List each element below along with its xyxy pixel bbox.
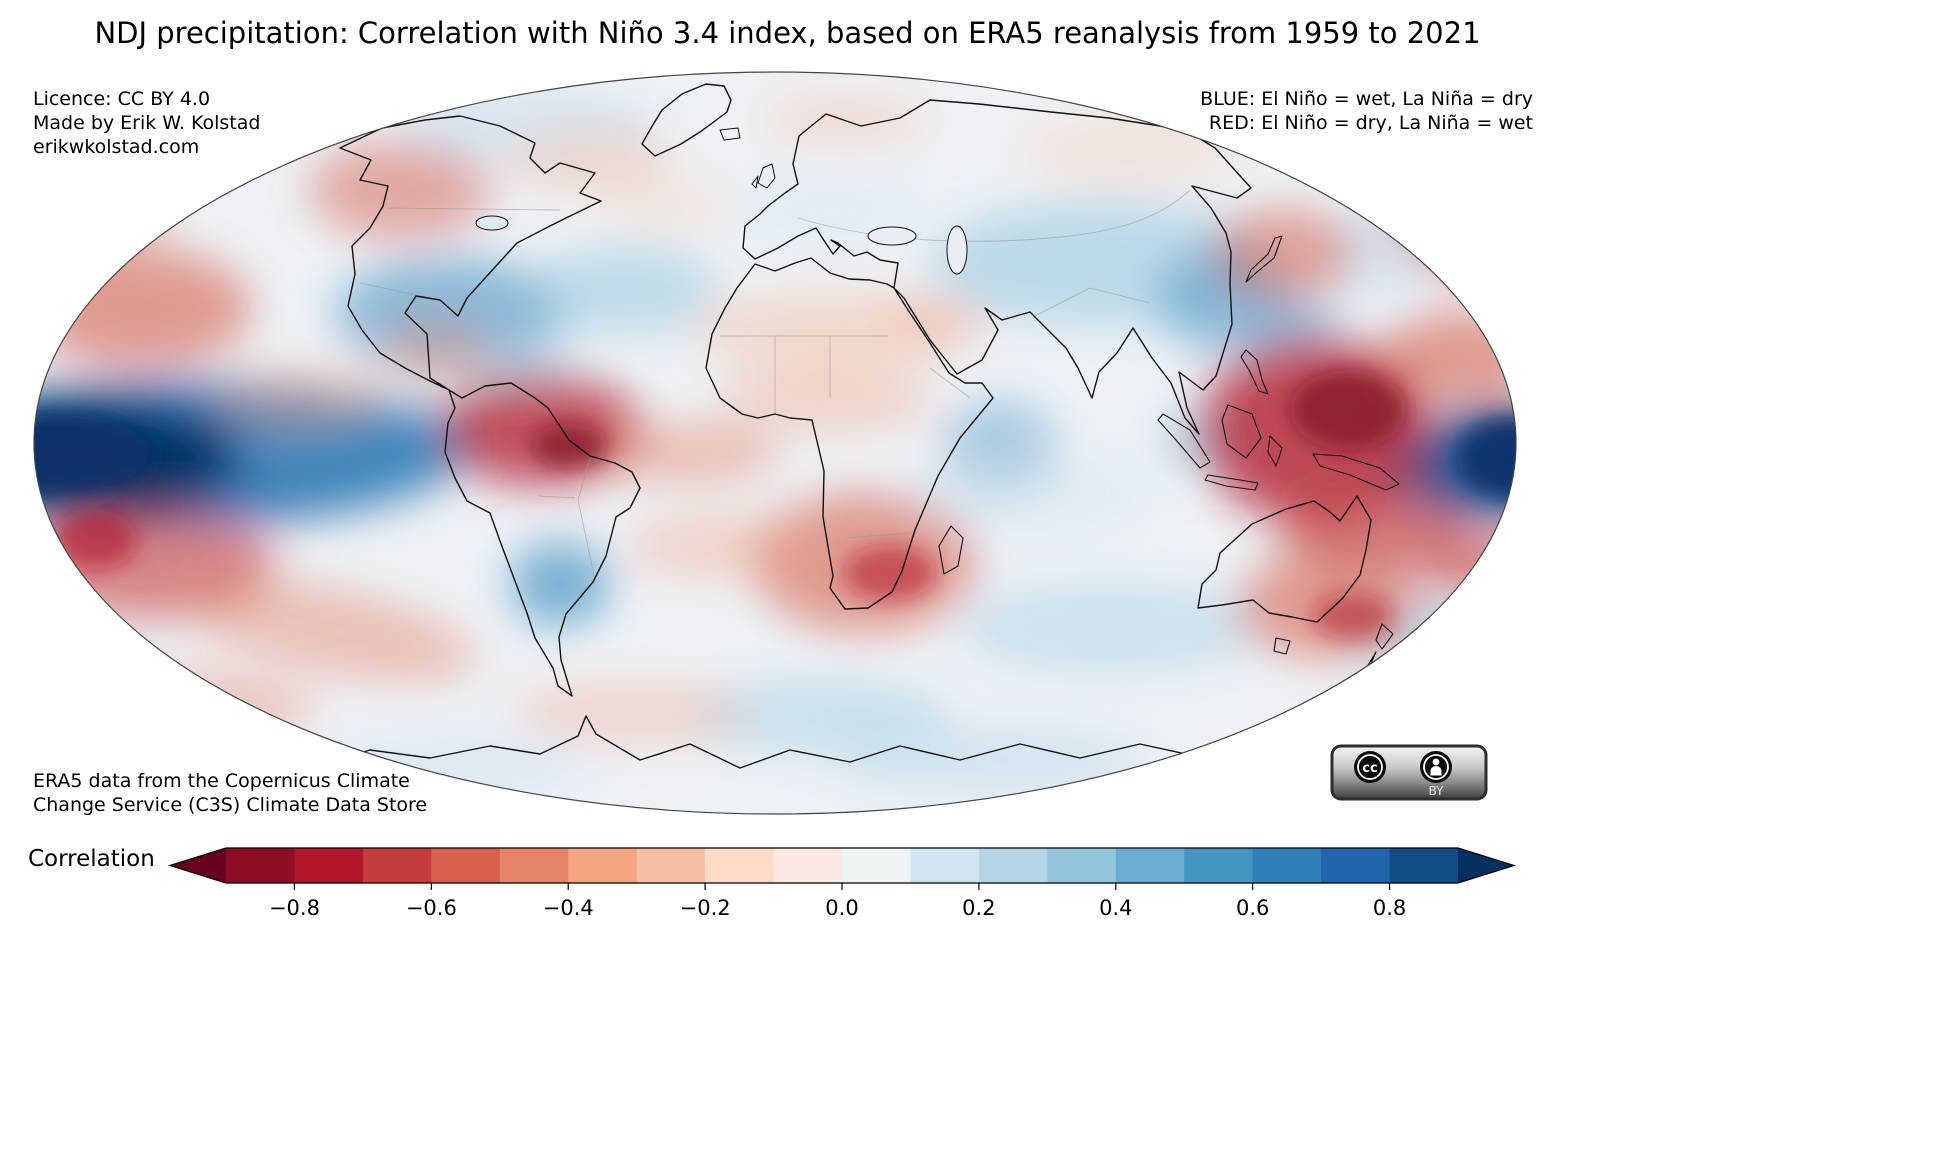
colorbar-segment — [226, 848, 296, 883]
colorbar-tick-label: −0.4 — [543, 896, 594, 920]
colorbar-segment — [362, 848, 432, 883]
author-text: Made by Erik W. Kolstad — [33, 111, 261, 134]
licence-text: Licence: CC BY 4.0 — [33, 88, 211, 110]
colorbar-outline — [168, 847, 1516, 884]
country-borders — [359, 189, 1191, 581]
colorbar-segment — [978, 848, 1048, 883]
source-note-line2: Change Service (C3S) Climate Data Store — [33, 793, 428, 816]
svg-text:cc: cc — [1362, 761, 1377, 776]
colorbar-segments — [226, 848, 1459, 883]
source-note: ERA5 data from the Copernicus Climate Ch… — [33, 770, 427, 818]
colorbar-segment — [431, 848, 501, 883]
colorbar-segment — [773, 848, 843, 883]
colorbar-segment — [499, 848, 569, 883]
colorbar-under-arrow — [170, 848, 226, 883]
figure-title: NDJ precipitation: Correlation with Niño… — [94, 16, 1481, 50]
colorbar-tick-label: 0.4 — [1099, 896, 1132, 920]
cc-by-badge: cc BY — [1330, 744, 1488, 801]
colorbar-tick-label: −0.8 — [269, 896, 320, 920]
colorbar-tick-label: −0.6 — [406, 896, 457, 920]
colorbar-tick-label: 0.6 — [1236, 896, 1269, 920]
colorbar-tick-label: 0.0 — [825, 896, 858, 920]
colorbar-over-arrow — [1458, 848, 1514, 883]
colorbar-segment — [705, 848, 775, 883]
colorbar-tick-label: 0.2 — [962, 896, 995, 920]
colorbar-label: Correlation — [28, 846, 155, 872]
person-icon — [1420, 751, 1452, 783]
colorbar-segment — [842, 848, 912, 883]
blue-legend-note: BLUE: El Niño = wet, La Niña = dry — [1200, 88, 1533, 110]
badge-by-label: BY — [1429, 784, 1445, 798]
colorbar-tick-label: −0.2 — [680, 896, 731, 920]
colorbar-segment — [1252, 848, 1322, 883]
field-cores — [34, 370, 1516, 640]
colorbar-segment — [636, 848, 706, 883]
colorbar-segment — [568, 848, 638, 883]
colorbar-ticks: −0.8 −0.6 −0.4 −0.2 0.0 0.2 0.4 0.6 0.8 — [269, 883, 1406, 920]
colorbar-tick-label: 0.8 — [1373, 896, 1406, 920]
source-note-line1: ERA5 data from the Copernicus Climate — [33, 770, 410, 792]
colorbar-segment — [910, 848, 980, 883]
colorbar-segment — [294, 848, 364, 883]
credits-block: Licence: CC BY 4.0 Made by Erik W. Kolst… — [33, 88, 260, 159]
colorbar-segment — [1115, 848, 1185, 883]
cc-icon: cc — [1354, 751, 1386, 783]
legend-block: BLUE: El Niño = wet, La Niña = dry RED: … — [1100, 88, 1533, 136]
colorbar-segment — [1389, 848, 1459, 883]
colorbar-segment — [1047, 848, 1117, 883]
colorbar-segment — [1184, 848, 1254, 883]
website-text: erikwkolstad.com — [33, 135, 200, 158]
colorbar-segment — [1321, 848, 1391, 883]
red-legend-note: RED: El Niño = dry, La Niña = wet — [1208, 111, 1533, 134]
colorbar: −0.8 −0.6 −0.4 −0.2 0.0 0.2 0.4 0.6 0.8 — [168, 847, 1516, 920]
map-boundary — [33, 71, 1517, 815]
world-map — [33, 71, 1517, 815]
